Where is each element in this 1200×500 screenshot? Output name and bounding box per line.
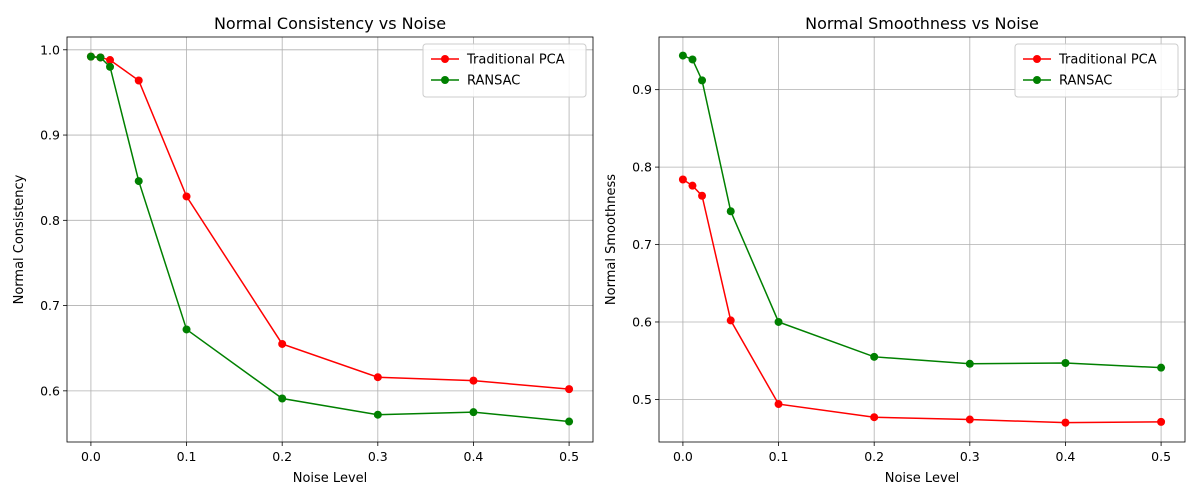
data-point [134,177,143,186]
data-point [469,408,478,417]
data-point [774,317,783,326]
data-point [469,376,478,385]
x-tick-label: 0.3 [960,449,980,464]
data-point [870,352,879,361]
series-line-1 [90,55,570,390]
x-tick-label: 0.1 [177,449,197,464]
data-point [86,52,95,61]
data-point [688,55,697,64]
y-tick-label: 0.9 [632,82,652,97]
data-point [182,192,191,201]
x-axis-label: Noise Level [885,471,960,486]
data-point [688,181,697,190]
legend-label: RANSAC [467,74,520,89]
data-point [565,385,574,394]
data-point [698,191,707,200]
chart-panel-2: 0.0 0.1 0.2 0.3 0.4 0.5 0.5 0.6 0.7 0.8 0.9 Normal … [604,14,1186,486]
data-point [182,325,191,334]
data-point [373,410,382,419]
data-point [278,339,287,348]
data-point [726,316,735,325]
axes-frame [658,36,1186,443]
data-point [1157,417,1166,426]
x-tick-label: 0.3 [368,449,388,464]
data-point [278,394,287,403]
x-tick-label: 0.0 [673,449,693,464]
y-tick-label: 0.8 [632,160,652,175]
axes-frame [66,36,594,443]
data-point [678,51,687,60]
data-point [134,76,143,85]
legend-label: RANSAC [1059,74,1112,89]
y-tick-label: 0.9 [40,128,60,143]
x-tick-label: 0.5 [1151,449,1171,464]
data-point [1061,359,1070,368]
y-tick-label: 0.7 [40,298,60,313]
x-tick-label: 0.5 [559,449,579,464]
x-tick-label: 0.2 [864,449,884,464]
x-tick-label: 0.1 [769,449,789,464]
legend-label: Traditional PCA [1058,53,1157,68]
data-point [106,56,115,65]
legend-marker [441,55,449,63]
data-point [726,207,735,216]
y-tick-label: 0.6 [632,314,652,329]
data-point [1157,363,1166,372]
series-line-2 [90,55,570,423]
x-tick-label: 0.0 [81,449,101,464]
y-tick-label: 0.8 [40,213,60,228]
chart-title: Normal Consistency vs Noise [214,14,446,33]
legend-marker [1033,76,1041,84]
legend-marker [441,76,449,84]
legend-marker [1033,55,1041,63]
legend-box [422,43,587,98]
series-line-2 [682,54,1162,369]
x-tick-label: 0.2 [272,449,292,464]
data-point [698,76,707,85]
y-axis-label: Normal Consistency [12,174,27,304]
data-point [965,359,974,368]
data-point [96,53,105,62]
data-point [774,400,783,409]
chart-title: Normal Smoothness vs Noise [805,14,1039,33]
data-point [965,415,974,424]
y-tick-label: 0.5 [632,392,652,407]
data-point [1061,418,1070,427]
legend-label: Traditional PCA [466,53,565,68]
x-tick-label: 0.4 [464,449,484,464]
legend-box [1014,43,1179,98]
data-point [870,413,879,422]
chart-panel-1: 0.0 0.1 0.2 0.3 0.4 0.5 0.6 0.7 0.8 0.9 1.0 Normal … [12,14,594,486]
x-axis-label: Noise Level [293,471,368,486]
y-tick-label: 0.7 [632,237,652,252]
legend: Traditional PCA RANSAC [1014,43,1179,98]
data-point [373,373,382,382]
data-point [106,62,115,71]
series-line-1 [682,178,1162,424]
legend: Traditional PCA RANSAC [422,43,587,98]
x-tick-label: 0.4 [1056,449,1076,464]
data-point [565,417,574,426]
data-point [678,175,687,184]
y-tick-label: 1.0 [40,42,60,57]
y-axis-label: Normal Smoothness [604,174,619,305]
y-tick-label: 0.6 [40,383,60,398]
